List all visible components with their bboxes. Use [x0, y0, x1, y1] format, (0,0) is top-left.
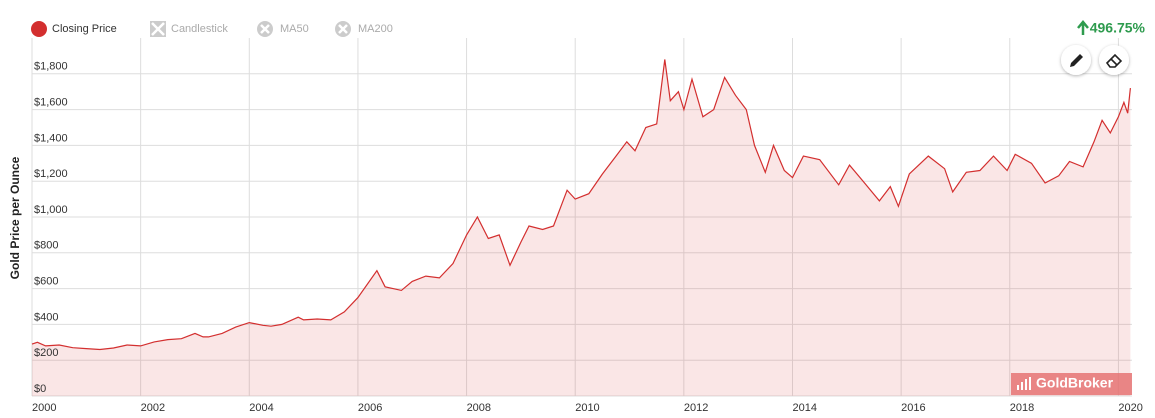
- legend-label[interactable]: MA50: [280, 23, 309, 35]
- legend-marker[interactable]: [257, 21, 273, 37]
- up-arrow: [1077, 20, 1089, 35]
- watermark-label: GoldBroker: [1036, 375, 1114, 391]
- watermark: GoldBroker: [1011, 373, 1132, 395]
- area-fill: [32, 59, 1131, 396]
- y-tick-label: $1,600: [34, 97, 68, 109]
- legend-label[interactable]: MA200: [358, 23, 393, 35]
- erase-button[interactable]: [1099, 45, 1129, 75]
- legend-label[interactable]: Closing Price: [52, 23, 117, 35]
- y-tick-label: $400: [34, 311, 58, 323]
- x-tick-label: 2016: [901, 402, 925, 414]
- x-tick-label: 2000: [32, 402, 56, 414]
- y-tick-label: $1,800: [34, 61, 68, 73]
- x-tick-label: 2008: [467, 402, 491, 414]
- x-tick-label: 2010: [575, 402, 599, 414]
- change-label: 496.75%: [1090, 20, 1146, 36]
- x-tick-label: 2020: [1118, 402, 1142, 414]
- x-axis: 2000 2002 2004 2006 2008 2010 2012 2014 2016 2018…: [32, 402, 1143, 414]
- x-tick-label: 2006: [358, 402, 382, 414]
- x-tick-label: 2004: [249, 402, 273, 414]
- price-line: [31, 59, 1131, 351]
- x-tick-label: 2018: [1010, 402, 1034, 414]
- y-tick-label: $1,000: [34, 204, 68, 216]
- y-tick-label: $800: [34, 240, 58, 252]
- y-tick-label: $0: [34, 383, 46, 395]
- legend-marker[interactable]: [335, 21, 351, 37]
- y-tick-label: $200: [34, 347, 58, 359]
- y-tick-label: $1,200: [34, 168, 68, 180]
- plot-area: [31, 38, 1132, 397]
- y-axis-title: Gold Price per Ounce: [8, 156, 22, 279]
- draw-button[interactable]: [1061, 45, 1091, 75]
- y-tick-label: $600: [34, 276, 58, 288]
- x-tick-label: 2012: [684, 402, 708, 414]
- x-tick-label: 2014: [792, 402, 816, 414]
- legend-label[interactable]: Candlestick: [171, 23, 228, 35]
- y-tick-label: $1,400: [34, 132, 68, 144]
- x-tick-label: 2002: [141, 402, 165, 414]
- legend-marker[interactable]: [31, 21, 47, 37]
- legend-marker[interactable]: [150, 21, 166, 37]
